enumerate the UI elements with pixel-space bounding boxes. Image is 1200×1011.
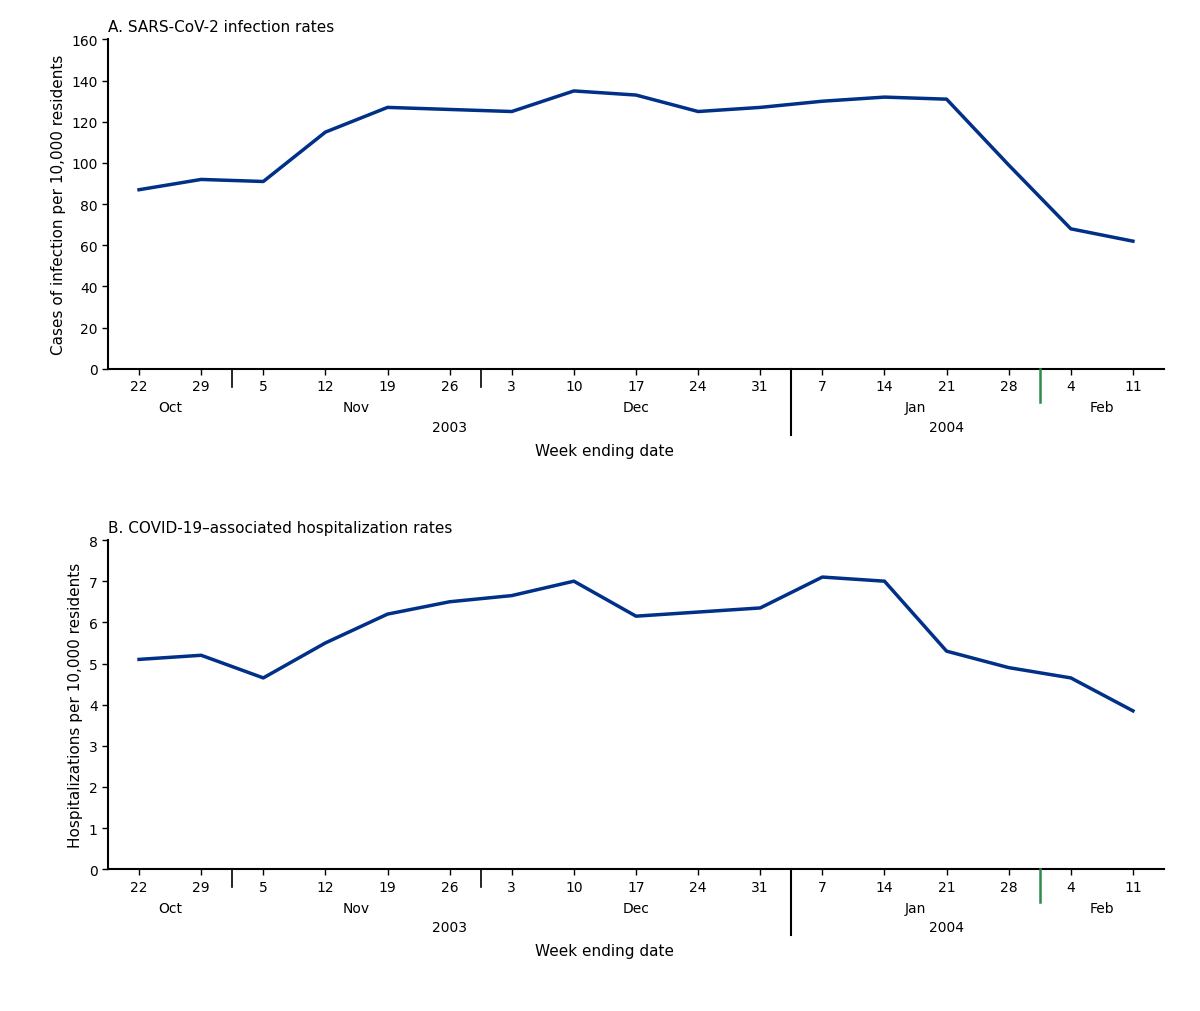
Text: A. SARS-CoV-2 infection rates: A. SARS-CoV-2 infection rates [108,20,335,35]
Text: Jan: Jan [905,901,926,915]
Text: Jan: Jan [905,400,926,415]
Text: 2003: 2003 [432,421,467,435]
Text: Week ending date: Week ending date [535,444,674,458]
Text: Oct: Oct [158,901,182,915]
Text: Feb: Feb [1090,400,1114,415]
Y-axis label: Hospitalizations per 10,000 residents: Hospitalizations per 10,000 residents [68,562,83,847]
Text: Oct: Oct [158,400,182,415]
Text: 2003: 2003 [432,920,467,934]
Y-axis label: Cases of infection per 10,000 residents: Cases of infection per 10,000 residents [50,55,66,355]
Text: Dec: Dec [623,400,649,415]
Text: Week ending date: Week ending date [535,943,674,958]
Text: Dec: Dec [623,901,649,915]
Text: B. COVID-19–associated hospitalization rates: B. COVID-19–associated hospitalization r… [108,521,452,535]
Text: Nov: Nov [343,901,370,915]
Text: Nov: Nov [343,400,370,415]
Text: 2004: 2004 [929,421,964,435]
Text: 2004: 2004 [929,920,964,934]
Text: Feb: Feb [1090,901,1114,915]
